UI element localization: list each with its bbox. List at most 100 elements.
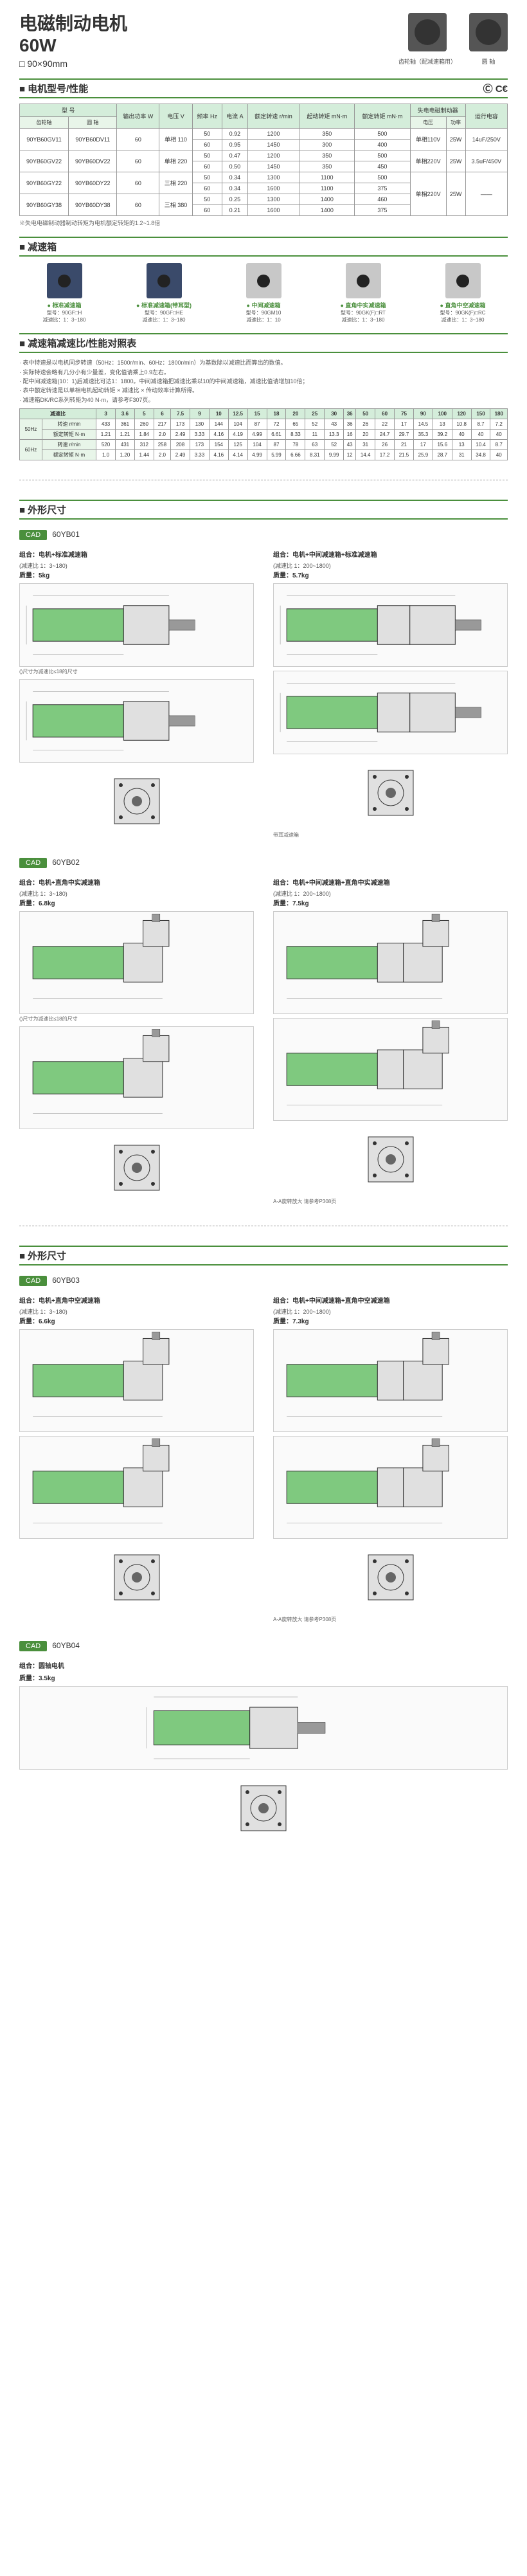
cad-code: 60YB01 [52,530,80,539]
diagram-note: 带耳减速箱 [273,831,508,839]
face-view [105,769,169,833]
dim-row: 组合：电机+直角中实减速箱 (减速比 1：3~180) 质量：6.8kg ()尺… [19,877,508,1206]
diagram-note: A-A旋转放大 请参考P308页 [273,1616,508,1623]
face-view [359,1545,423,1610]
dim-col-left: 组合：电机+直角中实减速箱 (减速比 1：3~180) 质量：6.8kg ()尺… [19,877,254,1206]
th-speed: 额定转速 r/min [247,104,299,129]
diagram-side [19,583,254,667]
gearbox-item: ● 中间减速箱 型号：90GM10 减速比：1：10 [219,263,308,323]
dim-combo-label: 组合：电机+中间减速箱+直角中实减速箱 [273,877,508,887]
spec-body: 90YB60GV1190YB60DV1160单相 110500.92120035… [20,129,508,216]
dim-combo-label: 组合：电机+直角中实减速箱 [19,877,254,887]
gearbox-item: ● 直角中实减速箱 型号：90GK(F)□RT 减速比：1：3~180 [318,263,408,323]
gearbox-item: ● 标准减速箱 型号：90GF□H 减速比：1：3~180 [19,263,109,323]
gearbox-name: ● 直角中实减速箱 [318,301,408,309]
diagram-side [273,1329,508,1432]
section-gearbox-title: ■减速箱 [19,237,508,257]
dim-combo-label: 组合：圆轴电机 [19,1660,508,1670]
diagram-side [19,911,254,1014]
gearbox-ratio: 减速比：1：3~180 [119,316,209,323]
diagram-side [273,583,508,667]
header: 电磁制动电机 60W □ 90×90mm 齿轮轴（配减速箱用） 圆 轴 [19,13,508,69]
dim-weight: 质量：6.6kg [19,1316,254,1325]
motor-icon-round [469,13,508,51]
title-block: 电磁制动电机 60W □ 90×90mm [19,13,127,69]
th-brake: 失电电磁制动器 [410,104,465,117]
section-spec-title: ■电机型号/性能 Ⓒ C€ [19,78,508,98]
face-view [105,1545,169,1610]
cad-badge: CAD [19,1641,47,1651]
dim-col-left: 组合：电机+直角中空减速箱 (减速比 1：3~180) 质量：6.6kg [19,1295,254,1623]
gearbox-name: ● 直角中空减速箱 [418,301,508,309]
gearbox-name: ● 中间减速箱 [219,301,308,309]
product-images: 齿轮轴（配减速箱用） 圆 轴 [398,13,508,66]
cert-icons: Ⓒ C€ [483,82,508,95]
product-img-1: 齿轮轴（配减速箱用） [398,13,456,66]
gearbox-name: ● 标准减速箱 [19,301,109,309]
dim-weight: 质量：7.5kg [273,898,508,907]
th-gear-shaft: 齿轮轴 [20,117,69,129]
ratio-header-row: 减速比33.6567.591012.5151820253036506075901… [20,409,508,419]
dim-weight: 质量：6.8kg [19,898,254,907]
diagram-side-2 [19,1436,254,1539]
dim-row: 组合：圆轴电机 质量：3.5kg [19,1660,508,1847]
th-model: 型 号 [20,104,117,117]
ratio-title-text: 减速箱减速比/性能对照表 [28,338,136,349]
page-container: 电磁制动电机 60W □ 90×90mm 齿轮轴（配减速箱用） 圆 轴 ■电机型… [0,0,527,1873]
diagram-side [19,1686,508,1770]
ratio-50hz-speed: 50Hz转速 r/min4333612602171731301441048772… [20,419,508,430]
ratio-60hz-speed: 60Hz转速 r/min5204313122582081731541251048… [20,440,508,450]
diagram-side-2 [273,671,508,754]
dim-ratio-label: (减速比 1：200~1800) [273,561,508,570]
section-ratio-title: ■减速箱减速比/性能对照表 [19,333,508,353]
dim-ratio-label: (减速比 1：3~180) [19,561,254,570]
th-current: 电流 A [222,104,247,129]
gearbox-icon [346,263,381,298]
gearbox-ratio: 减速比：1：3~180 [418,316,508,323]
dim-row: 组合：电机+直角中空减速箱 (减速比 1：3~180) 质量：6.6kg 组合：… [19,1295,508,1623]
cad-badge: CAD [19,1276,47,1286]
dim-weight: 质量：5kg [19,570,254,579]
dimensions: □ 90×90mm [19,59,127,69]
th-voltage: 电压 V [159,104,192,129]
gearbox-model: 型号：90GK(F)□RT [318,309,408,316]
th-freq: 频率 Hz [192,104,222,129]
dim-col-left: 组合：电机+标准减速箱 (减速比 1：3~180) 质量：5kg ()尺寸为减速… [19,549,254,840]
motor-icon-gear [408,13,447,51]
gearbox-ratio: 减速比：1：10 [219,316,308,323]
ratio-50hz-torque: 额定转矩 N·m1.211.211.842.02.493.334.164.194… [20,430,508,440]
diagram-side-2 [19,679,254,763]
diagram-side [19,1329,254,1432]
th-cap: 运行电容 [465,104,507,129]
dim-ratio-label: (减速比 1：3~180) [19,1307,254,1316]
cad-badge: CAD [19,530,47,540]
dim-col-left: 组合：圆轴电机 质量：3.5kg [19,1660,508,1847]
diagram-side-2 [273,1018,508,1121]
diagram-side-2 [273,1436,508,1539]
product-img-2: 圆 轴 [469,13,508,66]
face-view [359,761,423,825]
gearbox-icon [246,263,281,298]
cad-badge: CAD [19,858,47,868]
diagram-note: ()尺寸为减速比≤18的尺寸 [19,1015,254,1022]
dim-weight: 质量：7.3kg [273,1316,508,1325]
gearbox-model: 型号：90GM10 [219,309,308,316]
th-rated-torque: 额定转矩 mN·m [355,104,410,129]
spec-table: 型 号 输出功率 W 电压 V 频率 Hz 电流 A 额定转速 r/min 起动… [19,104,508,216]
cad-code: 60YB03 [52,1276,80,1285]
dim-combo-label: 组合：电机+直角中空减速箱 [19,1295,254,1305]
title-line1: 电磁制动电机 [19,13,127,35]
diagram-note: A-A旋转放大 请参考P308页 [273,1198,508,1205]
th-start-torque: 起动转矩 mN·m [299,104,355,129]
face-view [231,1776,296,1840]
face-view [359,1127,423,1192]
cad-code: 60YB04 [52,1641,80,1650]
dim-weight: 质量：3.5kg [19,1673,508,1682]
dim-row: 组合：电机+标准减速箱 (减速比 1：3~180) 质量：5kg ()尺寸为减速… [19,549,508,840]
gearbox-icon [147,263,182,298]
gearbox-title-text: 减速箱 [28,242,57,253]
dim-combo-label: 组合：电机+中间减速箱+标准减速箱 [273,549,508,559]
th-power: 输出功率 W [117,104,159,129]
diagram-side-2 [19,1026,254,1129]
dims-container: ■外形尺寸CAD60YB01 组合：电机+标准减速箱 (减速比 1：3~180)… [19,500,508,1847]
